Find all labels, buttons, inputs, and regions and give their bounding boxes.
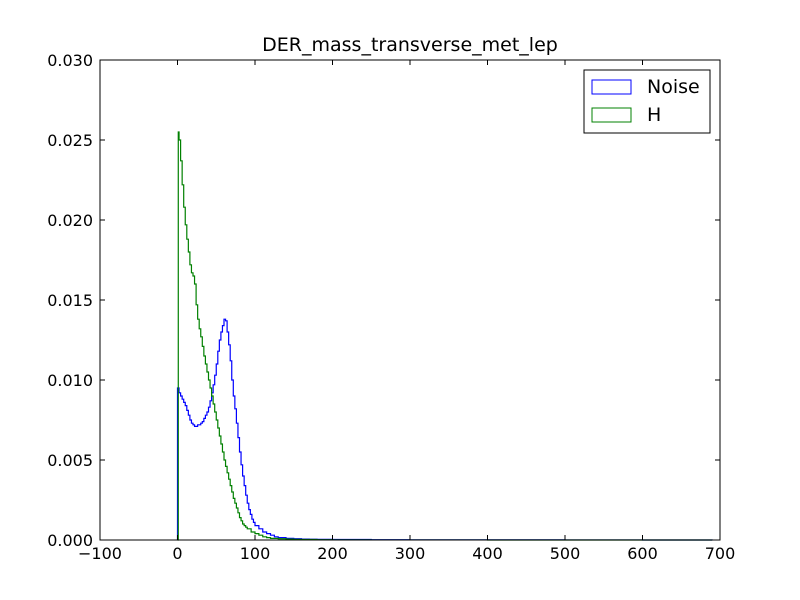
y-tick-label: 0.020 bbox=[47, 211, 93, 230]
series-line-h bbox=[177, 131, 713, 541]
series-line-noise bbox=[176, 318, 713, 541]
x-tick-label: 0 bbox=[172, 544, 182, 563]
x-tick-label: 200 bbox=[317, 544, 348, 563]
y-tick-label: 0.010 bbox=[47, 371, 93, 390]
x-tick-label: −100 bbox=[78, 544, 122, 563]
y-tick-label: 0.000 bbox=[47, 531, 93, 550]
plot-frame bbox=[99, 59, 721, 541]
tick-layer: −100 0 100 200 300 400 500 600 700 0.000 0.005 0.01… bbox=[47, 51, 735, 563]
x-tick-label: 500 bbox=[550, 544, 581, 563]
legend-swatch-noise bbox=[591, 79, 632, 95]
y-tick-label: 0.015 bbox=[47, 291, 93, 310]
x-tick-label: 600 bbox=[627, 544, 658, 563]
chart-title: DER_mass_transverse_met_lep bbox=[262, 34, 558, 56]
x-tick-label: 700 bbox=[705, 544, 736, 563]
legend-swatch-h bbox=[591, 107, 632, 123]
x-tick-label: 400 bbox=[472, 544, 503, 563]
x-tick-label: 300 bbox=[395, 544, 426, 563]
y-tick-label: 0.005 bbox=[47, 451, 93, 470]
y-tick-label: 0.025 bbox=[47, 131, 93, 150]
y-tick-label: 0.030 bbox=[47, 51, 93, 70]
legend-label-noise: Noise bbox=[647, 76, 700, 98]
x-tick-label: 100 bbox=[240, 544, 271, 563]
legend: Noise H bbox=[583, 69, 711, 134]
legend-label-h: H bbox=[647, 104, 661, 126]
series-layer bbox=[176, 131, 713, 541]
